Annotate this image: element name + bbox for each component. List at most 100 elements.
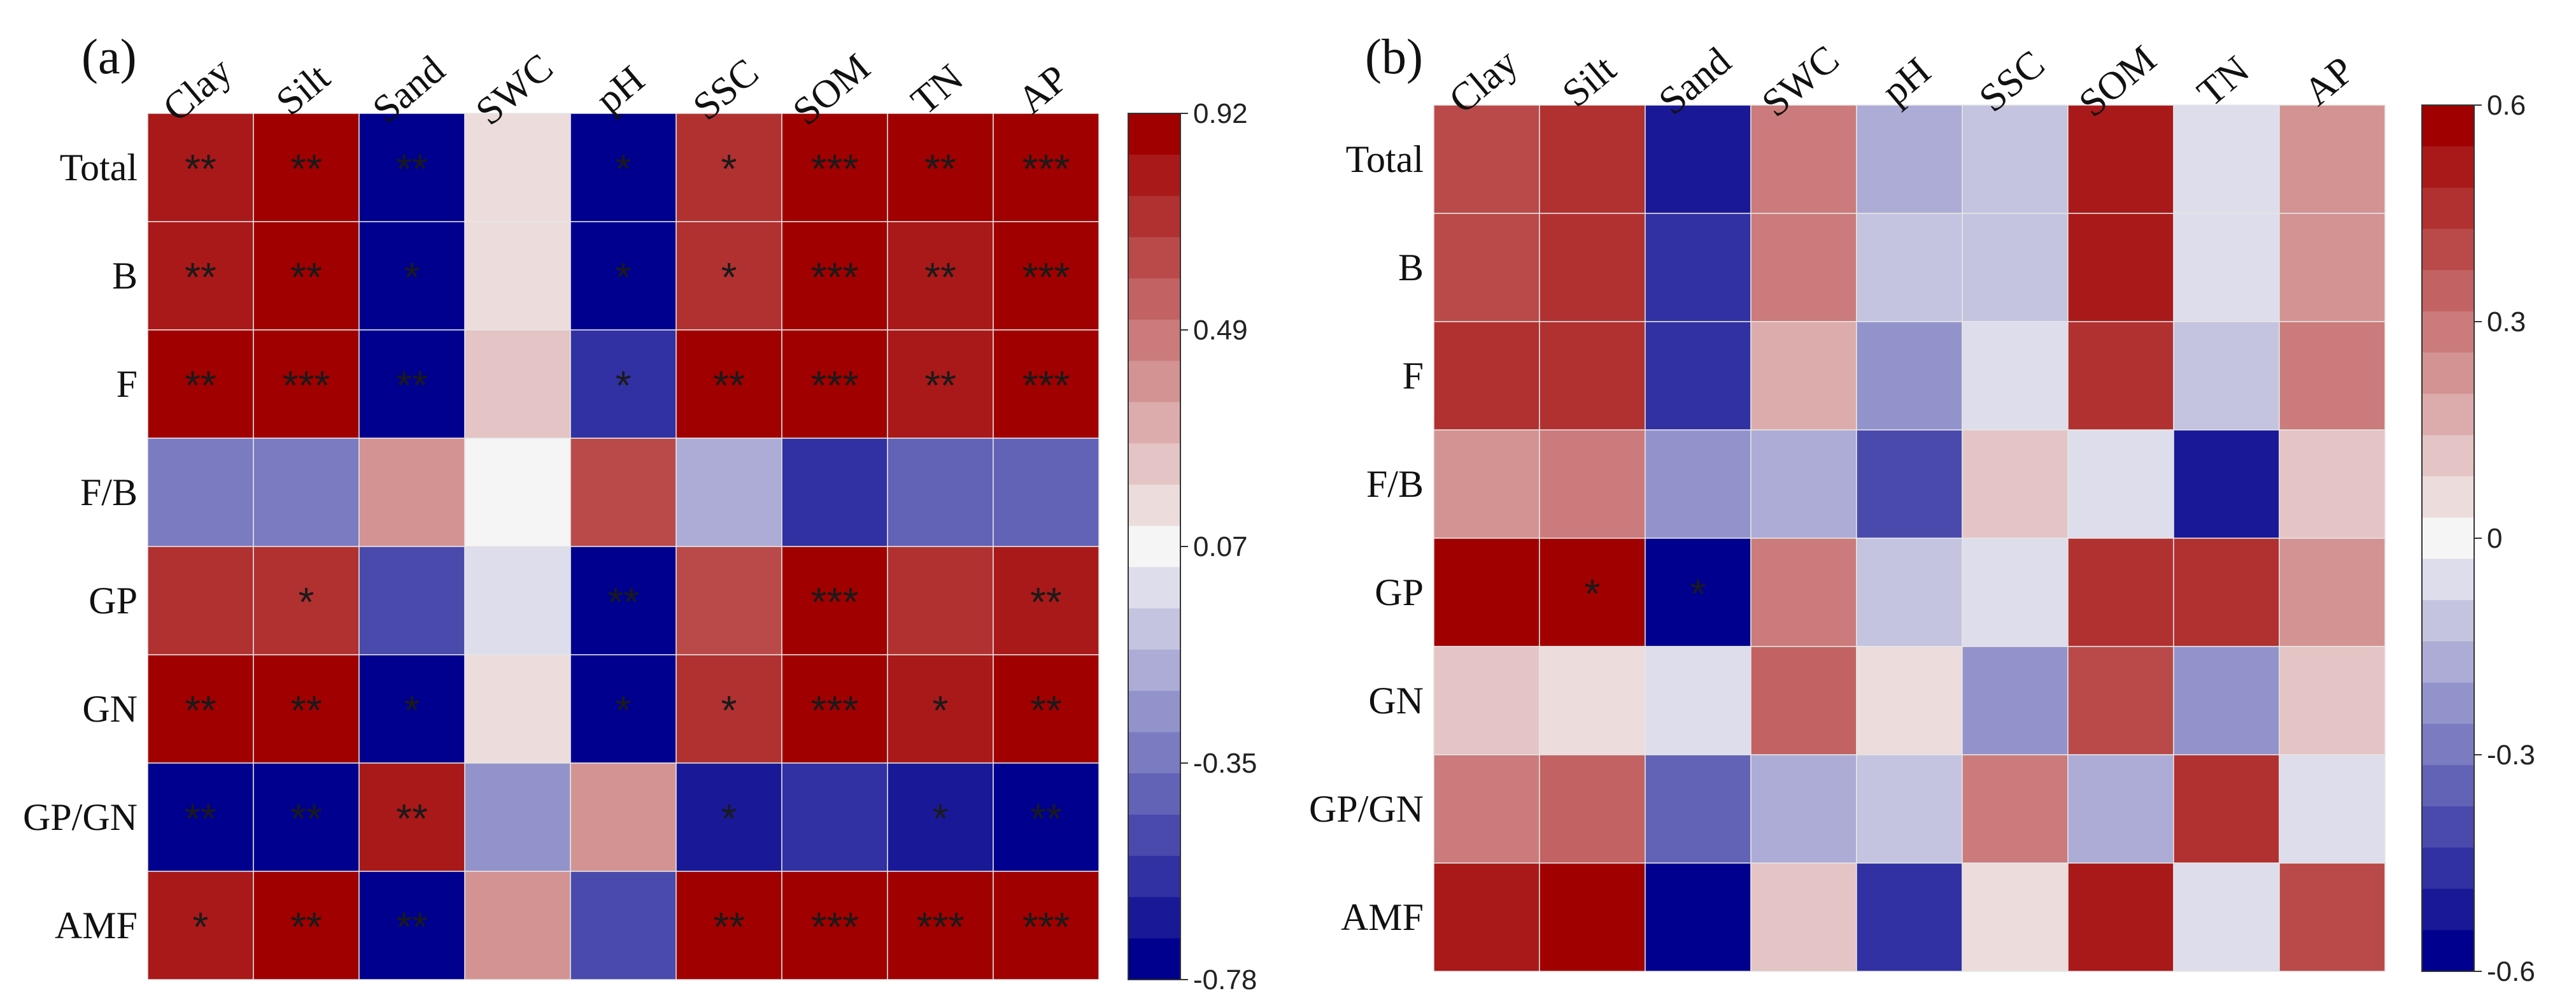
heatmap-cell-f-ph: [570, 329, 677, 439]
colorbar-band: [2422, 435, 2474, 477]
heatmap-cell-amf-sand: [358, 871, 465, 980]
colorbar-band: [1128, 361, 1180, 403]
heatmap-cell-gpgn-swc: [464, 762, 571, 872]
significance-mark: **: [1030, 579, 1062, 625]
colorbar-tick-label: 0.49: [1193, 315, 1248, 346]
heatmap-cell-gn-tn: [2173, 646, 2280, 755]
row-label-fb: F/B: [1366, 463, 1424, 505]
heatmap-cell-gpgn-clay: [147, 762, 254, 872]
heatmap-cell-total-tn: [2173, 104, 2280, 214]
colorbar-tick-label: 0.3: [2487, 306, 2526, 338]
heatmap-cell-gp-ph: [1856, 538, 1963, 647]
heatmap-cell-f-sand: [358, 329, 465, 439]
heatmap-cell-total-silt: [1539, 104, 1646, 214]
row-label-amf: AMF: [1341, 896, 1424, 938]
heatmap-cell-gn-silt: [1539, 646, 1646, 755]
heatmap-cell-fb-ph: [1856, 429, 1963, 539]
heatmap-cell-fb-silt: [1539, 429, 1646, 539]
colorbar-band: [1128, 196, 1180, 238]
heatmap-cell-gn-clay: [147, 654, 254, 764]
heatmap-cell-gp-tn: [2173, 538, 2280, 647]
colorbar-tick-label: -0.78: [1193, 964, 1257, 996]
heatmap-cell-gpgn-ap: [993, 762, 1100, 872]
heatmap-cell-total-som: [781, 113, 888, 222]
significance-mark: **: [1030, 687, 1062, 733]
heatmap-cell-b-tn: [2173, 213, 2280, 322]
heatmap-cell-fb-ssc: [1962, 429, 2069, 539]
heatmap-cell-total-ap: [993, 113, 1100, 222]
colorbar-band: [2422, 724, 2474, 766]
significance-mark: **: [924, 254, 956, 300]
heatmap-cell-fb-swc: [464, 438, 571, 547]
heatmap-cell-total-sand: [358, 113, 465, 222]
row-label-f: F: [1403, 355, 1424, 397]
colorbar-tick-label: 0: [2487, 523, 2502, 554]
heatmap-cell-amf-som: [781, 871, 888, 980]
significance-mark: **: [290, 687, 322, 733]
heatmap-cell-b-som: [781, 221, 888, 331]
heatmap-cell-amf-swc: [464, 871, 571, 980]
heatmap-cell-f-swc: [1750, 321, 1857, 431]
heatmap-cell-gp-som: [2067, 538, 2174, 647]
colorbar-band: [1128, 443, 1180, 485]
significance-mark: **: [713, 362, 745, 408]
colorbar-band: [2422, 229, 2474, 271]
heatmap-cell-amf-som: [2067, 862, 2174, 972]
heatmap-cell-gn-sand: [1645, 646, 1752, 755]
heatmap-cell-gp-sand: [358, 546, 465, 655]
heatmap-cell-amf-tn: [2173, 862, 2280, 972]
row-label-gpgn: GP/GN: [1309, 788, 1424, 830]
panel-label-a: (a): [81, 29, 137, 84]
significance-mark: **: [924, 146, 956, 192]
significance-mark: **: [290, 904, 322, 950]
significance-mark: *: [721, 254, 737, 300]
heatmap-cell-b-ph: [1856, 213, 1963, 322]
heatmap-cell-f-sand: [1645, 321, 1752, 431]
colorbar-band: [1128, 897, 1180, 939]
heatmap-cell-gp-clay: [1433, 538, 1540, 647]
significance-mark: **: [185, 254, 216, 300]
heatmap-cell-amf-ssc: [1962, 862, 2069, 972]
colorbar-band: [2422, 270, 2474, 312]
heatmap-cell-gpgn-ssc: [676, 762, 782, 872]
heatmap-cell-gn-tn: [887, 654, 994, 764]
significance-mark: *: [721, 796, 737, 841]
heatmap-cell-b-tn: [887, 221, 994, 331]
significance-mark: *: [193, 904, 209, 950]
colorbar-band: [1128, 484, 1180, 527]
heatmap-cell-amf-clay: [147, 871, 254, 980]
colorbar-band: [2422, 476, 2474, 518]
row-label-total: Total: [1346, 138, 1424, 180]
heatmap-cell-gp-ssc: [676, 546, 782, 655]
significance-mark: *: [933, 687, 949, 733]
heatmap-cell-gpgn-swc: [1750, 754, 1857, 864]
heatmap-cell-total-ssc: [1962, 104, 2069, 214]
heatmap-cell-b-ap: [993, 221, 1100, 331]
significance-mark: ***: [811, 904, 859, 950]
heatmap-cell-gn-ssc: [1962, 646, 2069, 755]
heatmap-cell-amf-silt: [1539, 862, 1646, 972]
heatmap-cell-total-ssc: [676, 113, 782, 222]
column-label-ap: AP: [1010, 57, 1076, 122]
row-label-fb: F/B: [80, 471, 138, 513]
heatmap-cell-f-clay: [147, 329, 254, 439]
colorbar-band: [1128, 278, 1180, 320]
heatmap-cell-amf-clay: [1433, 862, 1540, 972]
heatmap-cell-gp-swc: [464, 546, 571, 655]
significance-mark: **: [607, 579, 639, 625]
colorbar-band: [2422, 517, 2474, 559]
heatmap-cell-gpgn-ph: [1856, 754, 1963, 864]
colorbar-band: [2422, 847, 2474, 890]
colorbar-band: [1128, 732, 1180, 774]
heatmap-cell-b-ph: [570, 221, 677, 331]
significance-mark: *: [404, 687, 420, 733]
significance-mark: **: [396, 904, 428, 950]
heatmap-cell-f-ap: [2279, 321, 2386, 431]
heatmap-cell-fb-sand: [358, 438, 465, 547]
heatmap-cell-total-clay: [147, 113, 254, 222]
row-label-f: F: [117, 363, 138, 405]
row-label-gp: GP: [88, 580, 138, 622]
colorbar-tick-label: -0.6: [2487, 956, 2535, 987]
row-label-gn: GN: [1368, 680, 1424, 722]
significance-mark: **: [185, 362, 216, 408]
